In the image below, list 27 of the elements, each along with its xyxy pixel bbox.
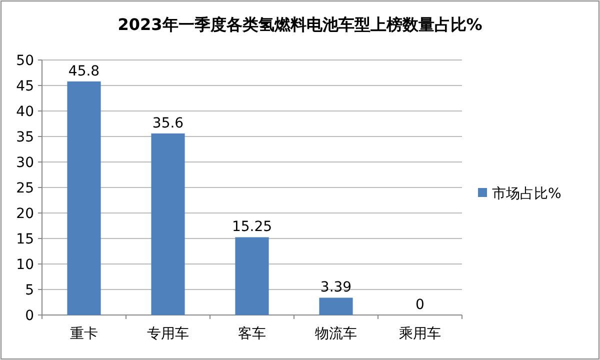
y-tick-label: 50 — [16, 53, 34, 69]
chart-title: 2023年一季度各类氢燃料电池车型上榜数量占比% — [118, 15, 482, 34]
y-tick-label: 30 — [16, 155, 34, 171]
y-tick-label: 20 — [16, 206, 34, 222]
y-tick-label: 15 — [16, 232, 34, 248]
x-tick-label: 物流车 — [315, 326, 357, 342]
data-label: 35.6 — [152, 115, 184, 132]
data-label: 15.25 — [232, 219, 272, 236]
y-tick-label: 25 — [16, 180, 34, 196]
y-tick-label: 35 — [16, 130, 34, 146]
y-tick-label: 10 — [16, 257, 34, 273]
y-tick-label: 45 — [16, 78, 34, 94]
data-label: 45.8 — [68, 63, 100, 80]
bar — [235, 237, 269, 315]
y-tick-label: 0 — [25, 308, 34, 324]
y-tick-label: 5 — [25, 282, 34, 298]
bar — [151, 133, 185, 315]
bar — [319, 298, 353, 315]
x-tick-label: 乘用车 — [399, 326, 441, 342]
x-tick-label: 专用车 — [147, 326, 189, 342]
x-tick-label: 重卡 — [70, 326, 98, 342]
data-label: 3.39 — [320, 280, 352, 296]
y-tick-label: 40 — [16, 104, 34, 120]
legend-label: 市场占比% — [492, 186, 562, 202]
x-tick-label: 客车 — [238, 326, 266, 342]
data-label: 0 — [416, 297, 424, 313]
bar — [67, 81, 101, 315]
